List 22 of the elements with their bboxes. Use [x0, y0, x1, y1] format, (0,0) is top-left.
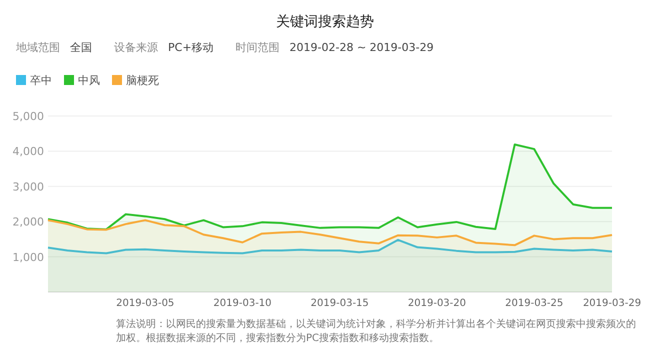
y-tick-label: 5,000: [12, 110, 44, 123]
annotation: 地域范围: [16, 41, 60, 54]
x-tick-label: 2019-03-15: [310, 298, 369, 309]
y-tick-label: 4,000: [12, 145, 44, 158]
annotation: 全国: [70, 41, 92, 54]
annotation: 2019-02-28 ~ 2019-03-29: [290, 41, 434, 54]
annotation: 算法说明：以网民的搜索量为数据基础，以关键词为统计对象，科学分析并计算出各个关键词在网页搜索中搜索频次的加权。根据数据来源的不同，搜索指数分为PC搜索指数和移动搜索指数。: [116, 318, 636, 346]
x-tick-label: 2019-03-29: [582, 298, 642, 309]
legend-label: 卒中: [30, 74, 52, 87]
title: 关键词搜索趋势: [276, 14, 374, 30]
x-tick-label: 2019-03-10: [213, 298, 272, 309]
annotation: 设备来源: [114, 41, 158, 54]
x-tick-label: 2019-03-25: [505, 298, 564, 309]
y-tick-label: 2,000: [12, 216, 44, 229]
y-tick-label: 1,000: [12, 250, 44, 264]
x-tick-label: 2019-03-05: [116, 298, 174, 309]
annotation: 时间范围: [236, 41, 280, 54]
x-tick-label: 2019-03-20: [408, 298, 466, 309]
legend-label: 中风: [78, 74, 100, 87]
legend-label: 脑梗死: [126, 74, 159, 87]
y-tick-label: 3,000: [12, 180, 44, 194]
annotation: PC+移动: [168, 41, 214, 54]
